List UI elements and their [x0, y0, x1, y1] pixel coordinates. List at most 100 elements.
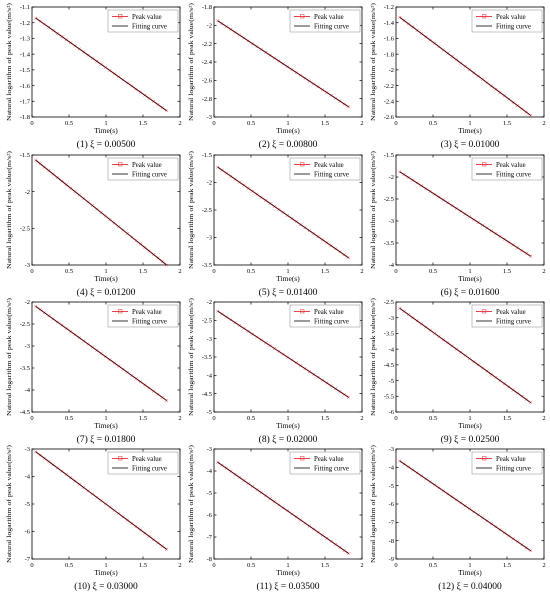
y-tick-label: -6: [207, 512, 213, 519]
y-tick-label: -4: [207, 468, 213, 475]
x-tick-label: 0.5: [247, 415, 255, 422]
y-tick-label: -4.5: [202, 391, 212, 398]
subplot-3: 0 0.5 1 1.5 2 -2.6 -2.4 -2.2 -2 -1.8 -1.6 -1.4 -1.2 T…: [370, 3, 546, 150]
legend-peak-marker: [300, 456, 305, 461]
legend-peak-marker: [482, 456, 487, 461]
x-tick-label: 2: [360, 120, 363, 127]
y-tick-label: -3.5: [20, 365, 30, 372]
legend-box: [289, 304, 361, 328]
fitting-curve-line: [399, 460, 531, 551]
y-tick-label: -3: [207, 336, 212, 343]
fitting-curve-line: [35, 451, 167, 550]
y-tick-label: -3: [207, 114, 212, 121]
x-axis-label: Time(s): [458, 126, 482, 135]
legend-box: [289, 157, 361, 181]
y-tick-label: -2.2: [202, 41, 212, 48]
x-tick-label: 0.5: [429, 120, 437, 127]
legend-peak-label: Peak value: [496, 14, 526, 21]
legend-fit-label: Fitting curve: [314, 24, 349, 31]
legend-peak-label: Peak value: [314, 162, 344, 169]
x-tick-label: 0.5: [429, 562, 437, 569]
y-tick-label: -2.6: [384, 114, 395, 121]
y-tick-label: -1.2: [20, 20, 30, 27]
y-tick-label: -2.5: [384, 196, 394, 203]
x-tick-label: 1.5: [139, 120, 147, 127]
y-tick-label: -4: [389, 346, 395, 353]
y-axis-label: Natural logarithm of peak value(m/s²): [370, 298, 377, 416]
y-tick-label: -5: [25, 501, 30, 508]
y-tick-label: -3: [389, 218, 394, 225]
x-tick-label: 2: [542, 120, 545, 127]
y-tick-label: -2.5: [202, 207, 212, 214]
x-tick-label: 2: [178, 415, 181, 422]
legend-fit-label: Fitting curve: [496, 24, 531, 31]
legend-fit-label: Fitting curve: [132, 172, 167, 179]
y-tick-label: -4.5: [20, 409, 30, 416]
legend-peak-marker: [482, 162, 487, 167]
y-tick-label: -3: [389, 315, 394, 322]
x-tick-label: 1.5: [503, 415, 511, 422]
fitting-curve-line: [217, 166, 349, 259]
x-tick-label: 2: [360, 415, 363, 422]
y-tick-label: -3.5: [202, 354, 212, 361]
x-tick-label: 0: [212, 415, 215, 422]
x-tick-label: 0.5: [247, 120, 255, 127]
subplot-10: 0 0.5 1 1.5 2 -7 -6 -5 -4 -3 Time(s) Natural logari…: [6, 445, 182, 592]
legend-fit-label: Fitting curve: [132, 319, 167, 326]
legend-peak-marker: [300, 309, 305, 314]
x-axis-label: Time(s): [276, 568, 300, 577]
subplot-9: 0 0.5 1 1.5 2 -6 -5.5 -5 -4.5 -4 -3.5 -3 -2.5 Time(s)…: [370, 298, 546, 445]
y-tick-label: -2: [389, 174, 394, 181]
subplot-8: 0 0.5 1 1.5 2 -5 -4.5 -4 -3.5 -3 -2.5 -2 Time(s) Natu…: [188, 298, 364, 445]
y-tick-label: -2: [207, 299, 212, 306]
legend-box: [107, 451, 179, 475]
y-tick-label: -4: [25, 387, 31, 394]
y-tick-label: -5: [389, 483, 394, 490]
x-tick-label: 1: [104, 562, 107, 569]
fitting-curve-line: [217, 461, 349, 554]
legend-fit-label: Fitting curve: [496, 319, 531, 326]
y-tick-label: -7: [25, 556, 31, 563]
y-axis-label: Natural logarithm of peak value(m/s²): [188, 151, 195, 269]
legend-peak-marker: [300, 162, 305, 167]
y-axis-label: Natural logarithm of peak value(m/s²): [6, 298, 13, 416]
y-axis-label: Natural logarithm of peak value(m/s²): [188, 298, 195, 416]
y-tick-label: -6: [389, 409, 395, 416]
x-tick-label: 1: [104, 415, 107, 422]
legend-fit-label: Fitting curve: [496, 466, 531, 473]
x-tick-label: 1: [468, 415, 471, 422]
x-tick-label: 2: [542, 562, 545, 569]
legend-peak-label: Peak value: [132, 162, 162, 169]
legend-peak-label: Peak value: [496, 162, 526, 169]
y-axis-label: Natural logarithm of peak value(m/s²): [188, 3, 195, 121]
y-axis-label: Natural logarithm of peak value(m/s²): [370, 445, 377, 563]
x-tick-label: 1: [104, 268, 107, 275]
y-tick-label: -1.8: [384, 51, 394, 58]
legend-peak-marker: [300, 14, 305, 19]
y-tick-label: -1.8: [20, 114, 30, 121]
x-tick-label: 2: [360, 268, 363, 275]
x-axis-label: Time(s): [458, 421, 482, 430]
legend-fit-label: Fitting curve: [132, 466, 167, 473]
subplot-caption: (4) ξ = 0.01200: [77, 287, 136, 298]
x-tick-label: 1: [286, 268, 289, 275]
x-tick-label: 1: [468, 120, 471, 127]
y-tick-label: -2: [207, 180, 212, 187]
y-tick-label: -1.4: [384, 20, 395, 27]
x-tick-label: 0: [30, 120, 33, 127]
x-tick-label: 1: [286, 415, 289, 422]
subplot-caption: (8) ξ = 0.02000: [259, 434, 318, 445]
y-tick-label: -2.4: [384, 98, 395, 105]
y-axis-label: Natural logarithm of peak value(m/s²): [6, 3, 13, 121]
fitting-curve-line: [35, 159, 167, 265]
legend-fit-label: Fitting curve: [314, 466, 349, 473]
x-tick-label: 0: [30, 268, 33, 275]
subplot-caption: (2) ξ = 0.00800: [259, 139, 318, 150]
x-tick-label: 1.5: [321, 268, 329, 275]
subplot-1: 0 0.5 1 1.5 2 -1.8 -1.7 -1.6 -1.5 -1.4 -1.3 -1.2 -1.…: [6, 3, 182, 150]
x-tick-label: 0: [394, 415, 397, 422]
legend-peak-label: Peak value: [132, 456, 162, 463]
fitting-curve-line: [217, 310, 349, 398]
x-tick-label: 0: [394, 562, 397, 569]
